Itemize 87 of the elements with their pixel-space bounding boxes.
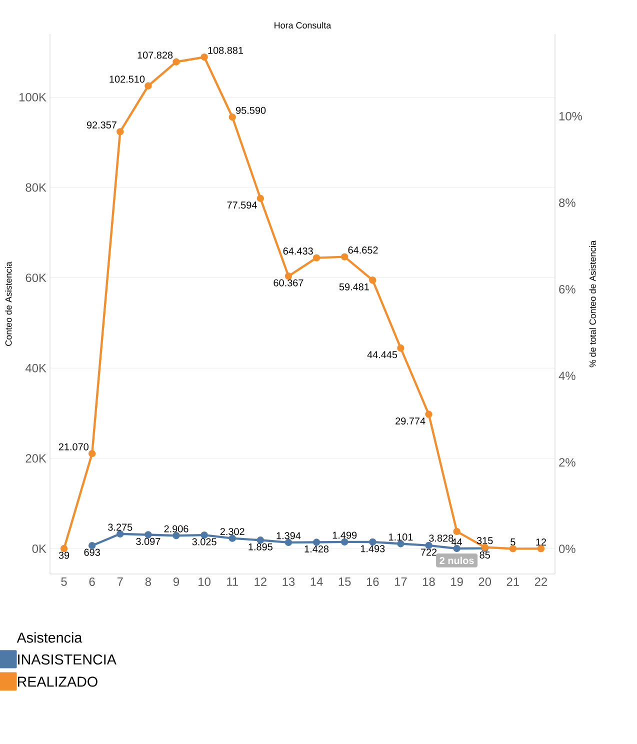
data-label: 722 bbox=[420, 548, 437, 556]
data-label: 1.895 bbox=[248, 543, 272, 550]
legend-title: Asistencia bbox=[16, 632, 82, 643]
data-label: 3.025 bbox=[192, 538, 216, 546]
y-tick-label: 20K bbox=[26, 454, 46, 463]
y2-tick-label: 0% bbox=[558, 544, 576, 554]
x-tick-label: 13 bbox=[282, 578, 295, 586]
data-label: 39 bbox=[58, 552, 70, 559]
data-label: 1.428 bbox=[304, 545, 329, 553]
x-tick-label: 18 bbox=[423, 578, 435, 586]
point bbox=[228, 114, 236, 121]
data-label: 92.357 bbox=[86, 121, 116, 129]
data-label: 44.445 bbox=[367, 351, 398, 358]
y-tick-label: 80K bbox=[26, 183, 46, 192]
data-label: 44 bbox=[452, 538, 462, 546]
y-tick-label: 0K bbox=[32, 544, 46, 553]
point bbox=[312, 254, 320, 262]
data-label: 2.906 bbox=[164, 525, 188, 532]
point bbox=[369, 276, 376, 284]
point bbox=[88, 450, 96, 458]
y2-tick-label: 2% bbox=[559, 458, 576, 467]
y2-axis-title: % de total Conteo de Asistencia bbox=[589, 240, 596, 368]
x-tick-label: 16 bbox=[366, 578, 379, 586]
point bbox=[172, 58, 180, 66]
data-label: 60.367 bbox=[274, 279, 304, 286]
data-label: 108.881 bbox=[208, 46, 244, 54]
x-tick-label: 8 bbox=[145, 578, 151, 586]
x-tick-label: 12 bbox=[254, 578, 266, 586]
x-tick-label: 10 bbox=[198, 578, 210, 586]
y-tick-label: 100K bbox=[19, 92, 46, 102]
point bbox=[397, 344, 404, 352]
legend-label: INASISTENCIA bbox=[18, 654, 116, 665]
data-label: 59.481 bbox=[339, 283, 369, 290]
x-tick-label: 17 bbox=[394, 578, 407, 586]
x-tick-label: 21 bbox=[506, 578, 519, 586]
x-tick-label: 20 bbox=[478, 578, 492, 586]
data-label: 1.499 bbox=[332, 532, 357, 539]
data-label: 1.101 bbox=[388, 533, 413, 541]
point bbox=[200, 54, 208, 61]
point bbox=[116, 128, 124, 136]
x-tick-label: 11 bbox=[227, 578, 238, 586]
y2-tick-label: 8% bbox=[559, 198, 576, 207]
data-label: 29.774 bbox=[396, 417, 426, 425]
data-label: 315 bbox=[476, 537, 493, 544]
point bbox=[144, 82, 152, 90]
data-label: 1.493 bbox=[360, 545, 385, 552]
data-label: 64.652 bbox=[348, 246, 378, 254]
point bbox=[453, 528, 460, 536]
x-tick-label: 14 bbox=[310, 578, 323, 586]
x-tick-label: 7 bbox=[117, 578, 123, 586]
point bbox=[397, 540, 404, 548]
chart-title: Hora Consulta bbox=[274, 22, 332, 28]
data-label: 77.594 bbox=[227, 202, 257, 209]
data-label: 3.828 bbox=[429, 534, 454, 542]
x-tick-label: 19 bbox=[451, 578, 463, 586]
data-label: 12 bbox=[536, 538, 546, 546]
y2-tick-label: 6% bbox=[559, 285, 576, 294]
x-tick-label: 15 bbox=[338, 578, 351, 586]
y2-tick-label: 10% bbox=[559, 112, 582, 120]
point bbox=[256, 194, 264, 202]
point bbox=[537, 545, 545, 552]
data-label: 693 bbox=[84, 548, 100, 556]
data-label: 102.510 bbox=[110, 76, 145, 83]
data-label: 107.828 bbox=[138, 52, 173, 59]
point bbox=[509, 545, 517, 552]
legend-label: REALIZADO bbox=[18, 676, 98, 687]
annotation: 2 nulos bbox=[440, 556, 474, 564]
data-label: 21.070 bbox=[58, 443, 88, 450]
y-tick-label: 60K bbox=[26, 274, 46, 282]
data-label: 95.590 bbox=[236, 106, 266, 114]
data-label: 2.302 bbox=[220, 528, 244, 536]
data-label: 64.433 bbox=[283, 248, 313, 255]
y2-tick-label: 4% bbox=[558, 372, 576, 380]
x-tick-label: 5 bbox=[61, 578, 67, 586]
y-axis-title: Conteo de Asistencia bbox=[5, 262, 12, 346]
x-tick-label: 6 bbox=[89, 578, 95, 586]
x-tick-label: 9 bbox=[173, 578, 180, 586]
data-label: 5 bbox=[510, 538, 516, 546]
point bbox=[340, 253, 348, 260]
data-label: 3.275 bbox=[108, 524, 132, 531]
x-tick-label: 22 bbox=[534, 578, 548, 586]
point bbox=[312, 538, 320, 546]
data-label: 85 bbox=[480, 552, 490, 559]
point bbox=[425, 410, 432, 418]
data-label: 3.097 bbox=[136, 538, 160, 545]
y-tick-label: 40K bbox=[25, 364, 46, 372]
data-label: 1.394 bbox=[276, 532, 301, 540]
